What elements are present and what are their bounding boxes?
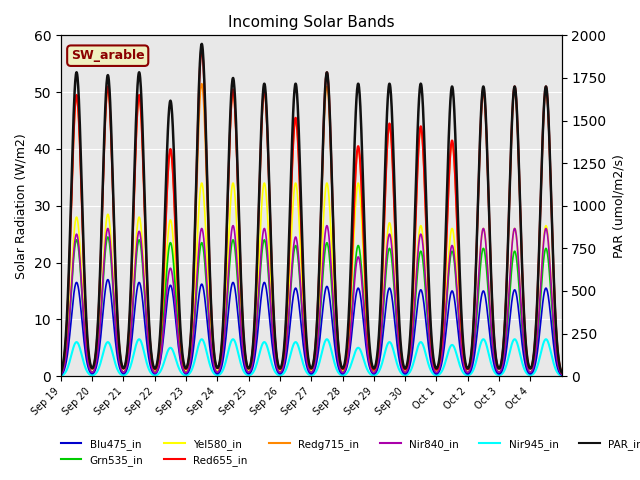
Blu475_in xyxy=(552,355,559,361)
Line: Nir945_in: Nir945_in xyxy=(61,339,561,376)
Nir840_in xyxy=(289,256,296,262)
Line: Red655_in: Red655_in xyxy=(61,49,561,372)
Nir945_in xyxy=(552,366,559,372)
Line: Grn535_in: Grn535_in xyxy=(61,237,561,374)
Blu475_in xyxy=(502,347,510,353)
Yel580_in xyxy=(552,342,559,348)
Blu475_in xyxy=(104,276,112,282)
Redg715_in xyxy=(135,95,143,101)
PAR_in xyxy=(429,353,437,359)
Yel580_in xyxy=(298,278,306,284)
Red655_in xyxy=(429,356,437,361)
Grn535_in xyxy=(57,372,65,377)
Nir840_in xyxy=(229,223,237,228)
Grn535_in xyxy=(136,237,143,243)
Redg715_in xyxy=(57,370,65,375)
PAR_in xyxy=(289,127,296,132)
Yel580_in xyxy=(198,180,205,186)
Nir840_in xyxy=(552,343,559,348)
Yel580_in xyxy=(502,328,510,334)
Grn535_in xyxy=(429,364,437,370)
Yel580_in xyxy=(557,372,565,377)
Redg715_in xyxy=(552,314,559,320)
PAR_in xyxy=(135,70,143,75)
Nir840_in xyxy=(429,363,437,369)
Nir945_in xyxy=(502,363,510,369)
PAR_in xyxy=(502,285,510,290)
Text: SW_arable: SW_arable xyxy=(71,49,145,62)
Nir840_in xyxy=(557,372,565,377)
PAR_in xyxy=(552,313,559,319)
PAR_in xyxy=(198,41,205,47)
Grn535_in xyxy=(552,347,559,353)
Red655_in xyxy=(57,370,65,375)
Y-axis label: Solar Radiation (W/m2): Solar Radiation (W/m2) xyxy=(15,133,28,278)
Line: Nir840_in: Nir840_in xyxy=(61,226,561,374)
Yel580_in xyxy=(57,371,65,377)
Red655_in xyxy=(198,47,205,52)
Redg715_in xyxy=(557,370,565,375)
Grn535_in xyxy=(502,335,510,341)
Grn535_in xyxy=(298,309,306,315)
Nir945_in xyxy=(429,371,436,376)
Blu475_in xyxy=(289,299,296,305)
Red655_in xyxy=(135,92,143,98)
Redg715_in xyxy=(198,81,205,86)
Title: Incoming Solar Bands: Incoming Solar Bands xyxy=(228,15,395,30)
Red655_in xyxy=(557,370,565,375)
Nir945_in xyxy=(289,346,296,351)
Blu475_in xyxy=(557,372,565,378)
Red655_in xyxy=(502,285,510,290)
Grn535_in xyxy=(557,372,565,377)
Blu475_in xyxy=(136,280,143,286)
Nir840_in xyxy=(57,372,65,377)
Redg715_in xyxy=(502,286,510,291)
Nir945_in xyxy=(57,373,65,379)
Red655_in xyxy=(289,156,296,161)
Red655_in xyxy=(552,313,559,319)
Nir945_in xyxy=(298,355,305,361)
Nir840_in xyxy=(298,305,306,311)
Nir840_in xyxy=(135,228,143,234)
Grn535_in xyxy=(289,263,296,269)
Yel580_in xyxy=(289,210,296,216)
Legend: Blu475_in, Grn535_in, Yel580_in, Red655_in, Redg715_in, Nir840_in, Nir945_in, PA: Blu475_in, Grn535_in, Yel580_in, Red655_… xyxy=(56,434,640,470)
Redg715_in xyxy=(298,248,306,253)
Line: Blu475_in: Blu475_in xyxy=(61,279,561,375)
Yel580_in xyxy=(429,363,437,369)
Nir945_in xyxy=(557,373,565,379)
PAR_in xyxy=(57,369,65,375)
Redg715_in xyxy=(289,158,296,164)
PAR_in xyxy=(298,230,306,236)
Blu475_in xyxy=(57,372,65,378)
Blu475_in xyxy=(298,330,306,336)
Line: Yel580_in: Yel580_in xyxy=(61,183,561,374)
Nir945_in xyxy=(135,336,143,342)
Line: Redg715_in: Redg715_in xyxy=(61,84,561,372)
Line: PAR_in: PAR_in xyxy=(61,44,561,372)
Grn535_in xyxy=(104,234,112,240)
Nir945_in xyxy=(542,336,550,342)
Nir840_in xyxy=(502,328,510,334)
Red655_in xyxy=(298,247,306,252)
PAR_in xyxy=(557,370,565,375)
Y-axis label: PAR (umol/m2/s): PAR (umol/m2/s) xyxy=(612,154,625,258)
Redg715_in xyxy=(429,356,437,361)
Yel580_in xyxy=(135,214,143,220)
Blu475_in xyxy=(429,367,437,373)
